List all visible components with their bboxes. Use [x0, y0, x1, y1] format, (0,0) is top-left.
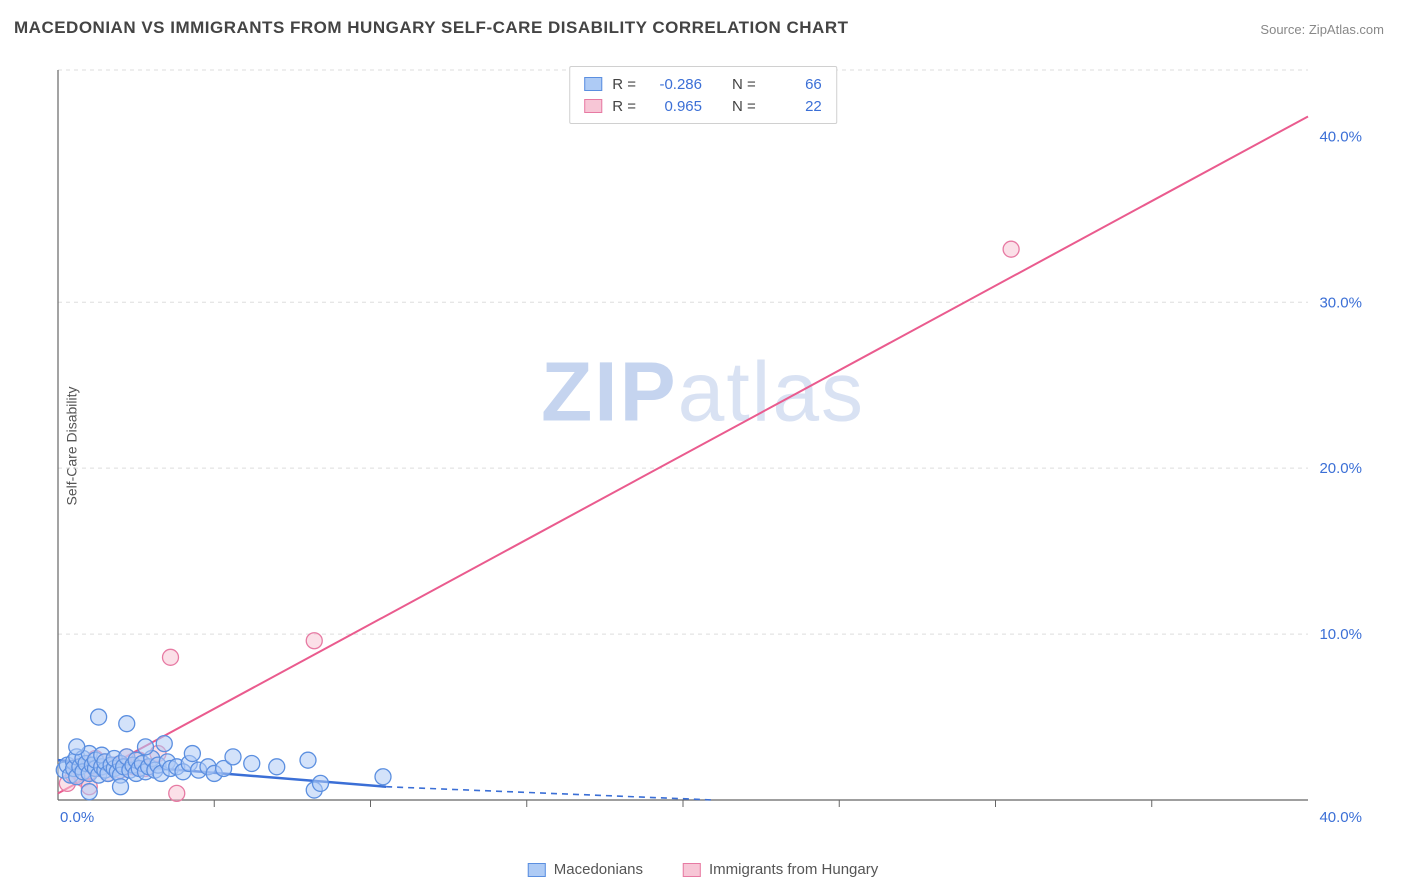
- legend-n-label: N =: [732, 98, 756, 115]
- svg-text:10.0%: 10.0%: [1319, 626, 1362, 643]
- legend-series: Macedonians Immigrants from Hungary: [528, 861, 878, 878]
- legend-stats-row: R = -0.286 N = 66: [584, 73, 822, 95]
- legend-swatch-icon: [584, 99, 602, 113]
- legend-item: Immigrants from Hungary: [683, 861, 878, 878]
- svg-text:0.0%: 0.0%: [60, 809, 94, 826]
- legend-r-value: -0.286: [646, 76, 702, 93]
- svg-text:20.0%: 20.0%: [1319, 460, 1362, 477]
- source-prefix: Source:: [1260, 22, 1305, 37]
- scatter-plot: 10.0% 20.0% 30.0% 40.0% 0.0% 40.0%: [48, 60, 1368, 840]
- svg-text:30.0%: 30.0%: [1319, 294, 1362, 311]
- legend-r-label: R =: [612, 76, 636, 93]
- legend-swatch-icon: [683, 863, 701, 877]
- legend-n-value: 22: [766, 98, 822, 115]
- legend-swatch-icon: [528, 863, 546, 877]
- legend-swatch-icon: [584, 77, 602, 91]
- svg-text:40.0%: 40.0%: [1319, 809, 1362, 826]
- chart-title: MACEDONIAN VS IMMIGRANTS FROM HUNGARY SE…: [14, 18, 848, 38]
- legend-stats: R = -0.286 N = 66 R = 0.965 N = 22: [569, 66, 837, 124]
- legend-r-value: 0.965: [646, 98, 702, 115]
- source-label: Source: ZipAtlas.com: [1260, 22, 1384, 37]
- legend-item: Macedonians: [528, 861, 643, 878]
- svg-text:40.0%: 40.0%: [1319, 128, 1362, 145]
- legend-n-value: 66: [766, 76, 822, 93]
- legend-item-label: Macedonians: [554, 861, 643, 878]
- legend-n-label: N =: [732, 76, 756, 93]
- legend-item-label: Immigrants from Hungary: [709, 861, 878, 878]
- legend-stats-row: R = 0.965 N = 22: [584, 95, 822, 117]
- source-name: ZipAtlas.com: [1309, 22, 1384, 37]
- legend-r-label: R =: [612, 98, 636, 115]
